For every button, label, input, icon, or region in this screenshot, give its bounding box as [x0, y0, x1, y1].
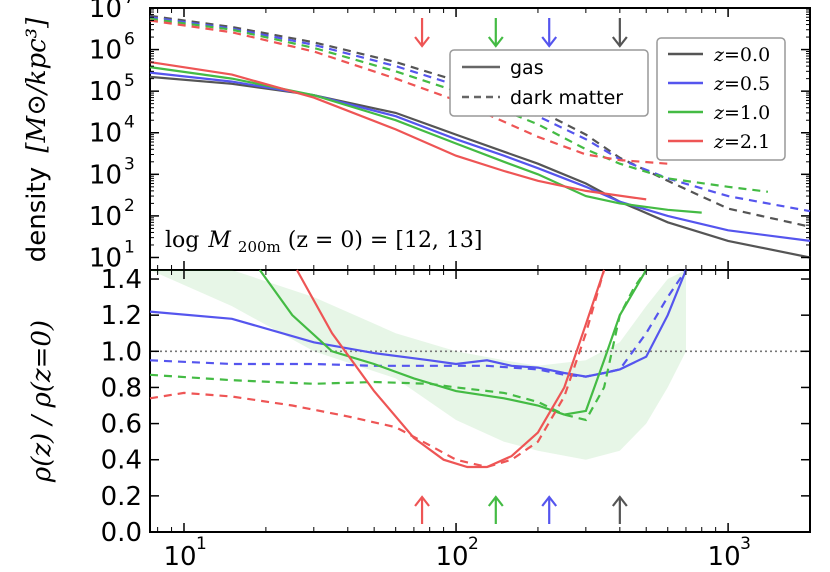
tick-base: 10: [89, 36, 122, 66]
density-y-tick-label: 10: [89, 243, 122, 273]
ratio-x-tick-label: 10: [435, 542, 468, 572]
style-legend-dm-label: dark matter: [510, 87, 623, 109]
legend-eq: =2.1: [724, 131, 770, 153]
ratio-y-tick-label: 1.0: [101, 337, 142, 367]
bottom-arrow-1: [487, 495, 504, 524]
density-y-tick-label: 10: [89, 202, 122, 232]
legend-var: z: [713, 102, 725, 124]
mass-range-annotation: log M 200m (z = 0) = [12, 13]: [165, 228, 483, 258]
top-arrow-0: [414, 18, 430, 48]
ratio-y-ticks: 0.0 0.2 0.4 0.6 0.8 1.0 1.2 1.4: [101, 265, 810, 548]
ratio-x-tick-exponent: 3: [740, 534, 751, 554]
redshift-legend-label-0-5: z=0.5: [713, 73, 770, 95]
style-legend: gas dark matter: [449, 49, 649, 117]
redshift-legend-label-2-1: z=2.1: [713, 131, 770, 153]
density-panel: 101102103104105106107 density [M⊙/kpc³] …: [22, 0, 811, 273]
density-y-tick-label: 10: [89, 160, 122, 190]
top-arrow-0-head: [414, 36, 430, 48]
ratio-x-ticks: 10 1 10 2 10 3: [157, 270, 811, 572]
density-y-tick-exponent: 2: [124, 196, 135, 216]
density-line-z-2-1-gas: [149, 61, 647, 201]
bottom-arrow-3-head: [611, 495, 628, 507]
density-y-tick-label: 10: [89, 36, 122, 66]
ratio-line-z-1-0-gas: [258, 269, 648, 416]
ratio-panel: 0.00.20.40.60.81.01.21.4 10 1 10 2 10 3 ρ(z) …: [27, 265, 811, 572]
ratio-y-tick-label: 0.8: [101, 373, 142, 403]
density-y-tick-exponent: 6: [124, 30, 135, 50]
redshift-legend-label-0-0: z=0.0: [713, 44, 770, 66]
density-y-ticks: 101102103104105106107: [89, 0, 810, 273]
ratio-line-z-2-1-gas: [295, 269, 606, 469]
ratio-x-tick-label: 10: [708, 542, 741, 572]
bottom-arrow-2: [541, 495, 558, 524]
ratio-series-group: [149, 269, 688, 469]
bottom-arrows-group: [414, 495, 628, 524]
density-y-tick-label: 10: [89, 119, 122, 149]
tick-base: 10: [89, 160, 122, 190]
style-legend-gas-label: gas: [510, 57, 544, 79]
ratio-line-z-1-0-dark-matter: [149, 269, 648, 422]
top-arrow-2: [541, 18, 558, 48]
density-y-axis-label: density [M⊙/kpc³]: [22, 17, 52, 262]
ratio-y-tick-label: 1.2: [101, 301, 142, 331]
redshift-legend: z=0.0z=0.5z=1.0z=2.1: [656, 37, 786, 161]
legend-eq: =1.0: [724, 102, 770, 124]
top-arrow-1: [487, 18, 504, 48]
density-y-tick-exponent: 3: [124, 154, 135, 174]
tick-base: 10: [89, 77, 122, 107]
density-y-axis-label-prefix: density: [22, 167, 52, 262]
bottom-arrow-3: [611, 495, 628, 524]
redshift-legend-box: [656, 37, 786, 161]
density-line-z-2-1-dark-matter: [149, 19, 668, 165]
legend-eq: =0.5: [724, 73, 770, 95]
annotation-M: M: [207, 228, 231, 253]
density-y-tick-exponent: 7: [124, 0, 135, 8]
ratio-y-axis-label: ρ(z) / ρ(z=0): [27, 320, 57, 483]
density-y-axis-label-unit: [M⊙/kpc³]: [22, 17, 52, 153]
bottom-arrow-0-head: [414, 495, 430, 507]
tick-base: 10: [89, 119, 122, 149]
ratio-y-tick-label: 0.2: [101, 482, 142, 512]
tick-base: 10: [89, 243, 122, 273]
top-arrows-group: [414, 18, 628, 48]
ratio-x-tick-label: 10: [163, 542, 196, 572]
ratio-line-z-0-5-dark-matter: [149, 269, 687, 378]
bottom-arrow-2-head: [541, 495, 558, 507]
legend-var: z: [713, 131, 725, 153]
annotation-post: (z = 0) = [12, 13]: [288, 228, 483, 253]
density-y-tick-exponent: 5: [124, 71, 135, 91]
bottom-arrow-0: [414, 495, 430, 524]
ratio-panel-frame: [149, 269, 811, 533]
ratio-y-tick-label: 0.6: [101, 410, 142, 440]
legend-var: z: [713, 44, 725, 66]
density-line-z-1-0-dark-matter: [149, 17, 769, 193]
top-arrow-2-head: [541, 36, 558, 48]
density-series-group: [149, 14, 811, 259]
bottom-arrow-1-head: [487, 495, 504, 507]
redshift-legend-label-1-0: z=1.0: [713, 102, 770, 124]
density-y-tick-exponent: 1: [124, 237, 135, 257]
ratio-x-tick-exponent: 1: [196, 534, 207, 554]
ratio-x-tick-exponent: 2: [468, 534, 479, 554]
annotation-sub: 200m: [238, 238, 281, 256]
top-arrow-3: [611, 18, 628, 48]
annotation-pre: log: [165, 228, 199, 253]
ratio-line-z-0-5-gas: [149, 269, 688, 378]
legend-eq: =0.0: [724, 44, 770, 66]
density-y-tick-label: 10: [89, 0, 122, 24]
top-arrow-1-head: [487, 36, 504, 48]
tick-base: 10: [89, 0, 122, 24]
legend-var: z: [713, 73, 725, 95]
top-arrow-3-head: [611, 36, 628, 48]
ratio-y-tick-label: 0.0: [101, 518, 142, 548]
ratio-line-z-2-1-dark-matter: [149, 269, 606, 469]
tick-base: 10: [89, 202, 122, 232]
ratio-y-tick-label: 1.4: [101, 265, 142, 295]
density-line-z-0-5-dark-matter: [149, 16, 811, 213]
density-y-tick-exponent: 4: [124, 113, 135, 133]
ratio-y-tick-label: 0.4: [101, 446, 142, 476]
density-y-tick-label: 10: [89, 77, 122, 107]
